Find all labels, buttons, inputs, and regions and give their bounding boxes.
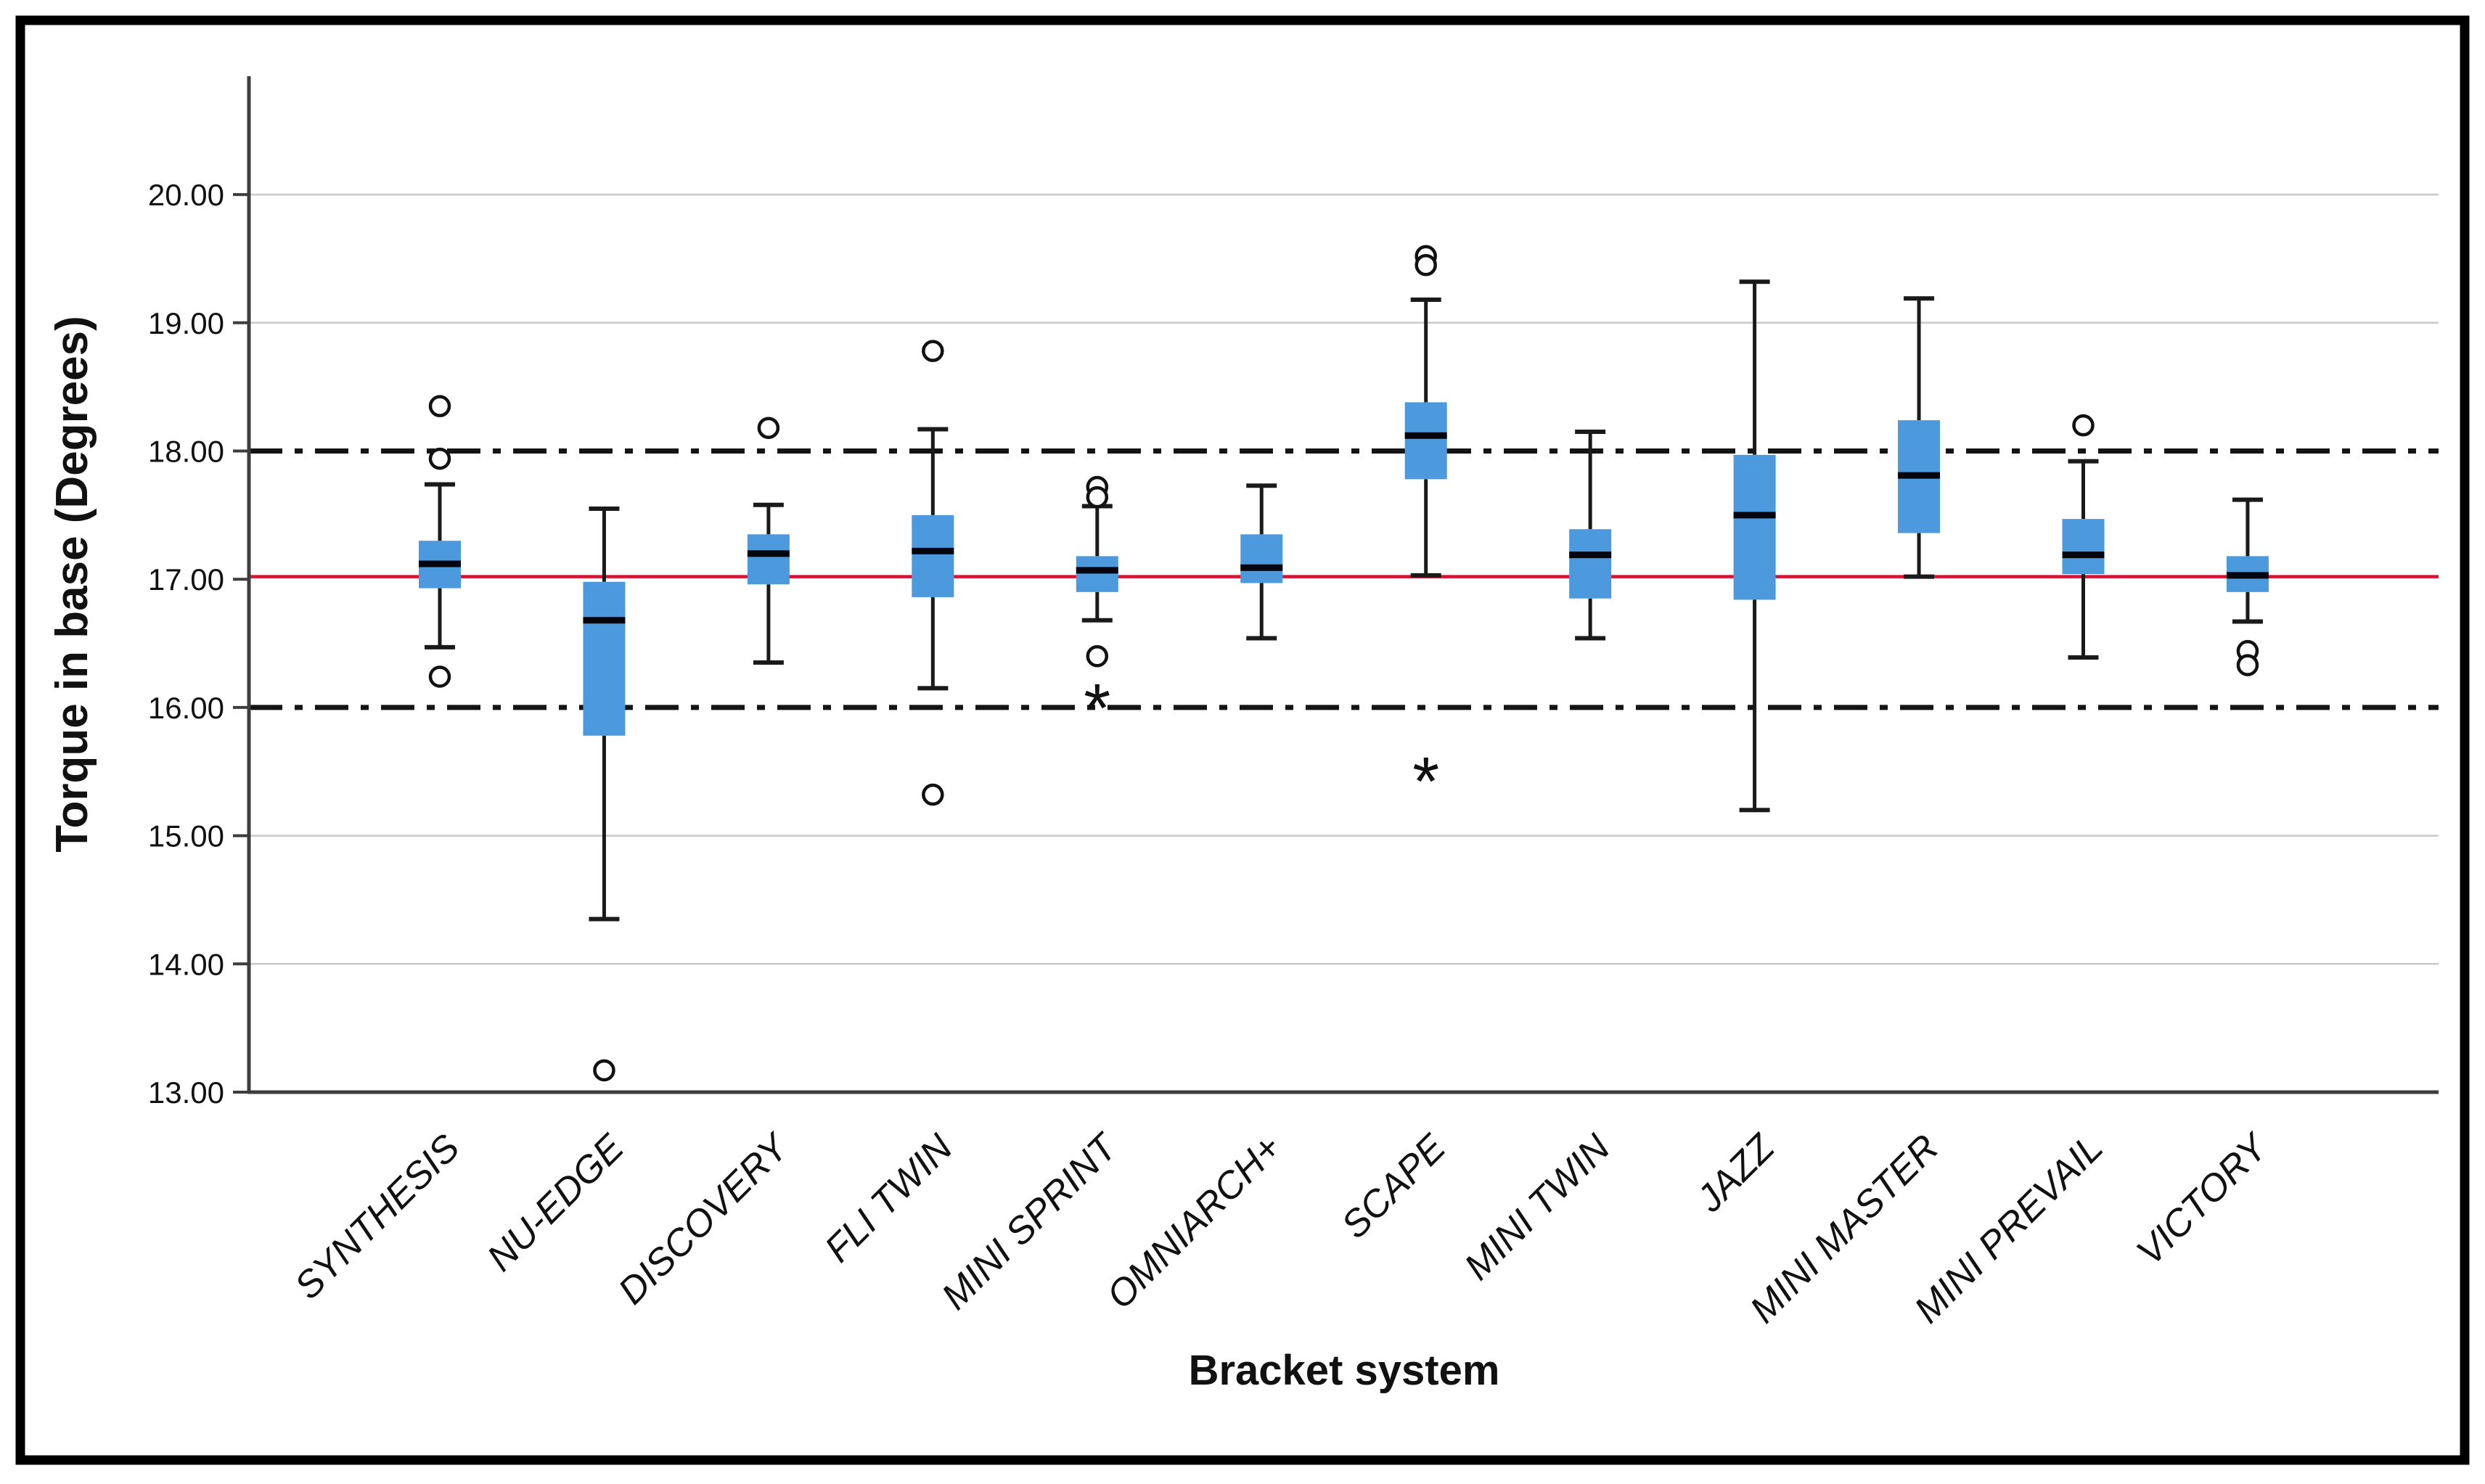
outlier-circle (428, 447, 451, 470)
x-tick-label-synthesis: SYNTHESIS (287, 1126, 468, 1308)
x-tick-label-victory: VICTORY (2129, 1125, 2277, 1274)
outlier-circle (757, 417, 780, 439)
outlier-circle (2072, 414, 2095, 437)
x-tick-label-jazz: JAZZ (1689, 1126, 1784, 1221)
x-tick-label-discovery: DISCOVERY (610, 1125, 798, 1313)
outlier-circle (1415, 254, 1437, 276)
y-tick-label-13: 13.00 (148, 1075, 224, 1110)
iqr-box (1076, 556, 1118, 592)
iqr-box (2062, 519, 2105, 575)
x-tick-label-omniarch: OMNIARCH+ (1099, 1126, 1290, 1317)
outlier-circle (922, 340, 944, 362)
boxplot-scape: * (1404, 245, 1447, 820)
outlier-circle (1086, 485, 1109, 509)
x-tick-label-mini-sprint: MINI SPRINT (934, 1125, 1127, 1318)
iqr-box (583, 581, 626, 736)
y-tick-label-20: 20.00 (148, 178, 224, 212)
x-tick-label-nu-edge: NU-EDGE (479, 1126, 632, 1279)
outlier-circle (428, 395, 451, 417)
x-axis-title: Bracket system (1189, 1347, 1500, 1394)
outlier-circle (1086, 644, 1109, 668)
boxplot-mini-twin (1569, 429, 1612, 641)
y-tick-label-16: 16.00 (148, 691, 224, 725)
iqr-box (912, 515, 954, 597)
x-tick-label-fli-twin: FLI TWIN (817, 1126, 962, 1271)
iqr-box (1240, 534, 1283, 583)
x-tick-label-scape: SCAPE (1334, 1126, 1455, 1247)
x-tick-label-mini-twin: MINI TWIN (1457, 1126, 1618, 1288)
boxplot-victory (2226, 497, 2269, 676)
outlier-circle (922, 783, 944, 806)
gridlines-layer (249, 193, 2439, 965)
figure-border (15, 15, 2470, 1465)
boxplot-mini-master (1898, 296, 1941, 579)
iqr-box (1733, 454, 1776, 600)
boxplot-mini-sprint: * (1076, 475, 1118, 747)
boxplot-synthesis (419, 395, 461, 688)
outlier-circle (428, 665, 451, 688)
outlier-circle (2236, 654, 2259, 676)
reference-lines-layer (249, 448, 2439, 710)
boxplot-fli-twin (912, 340, 954, 806)
y-tick-label-15: 15.00 (148, 819, 224, 853)
y-tick-label-14: 14.00 (148, 947, 224, 981)
boxplot-discovery (747, 417, 790, 665)
y-tick-label-18: 18.00 (148, 435, 224, 469)
y-axis-title: Torque in base (Degrees) (47, 316, 97, 853)
extreme-outlier-asterisk: * (1084, 670, 1110, 747)
axes-layer: 13.00 14.00 15.00 16.00 17.00 18.00 19.00 20.00 (148, 76, 2439, 1110)
outlier-circle (593, 1059, 615, 1082)
boxplot-mini-prevail (2062, 414, 2105, 660)
iqr-box (1404, 402, 1447, 480)
boxplot-jazz (1733, 279, 1776, 813)
boxplot-omniarch (1240, 483, 1283, 641)
boxplot-nu-edge (583, 507, 626, 1082)
iqr-box (747, 534, 790, 585)
y-tick-label-19: 19.00 (148, 306, 224, 340)
extreme-outlier-asterisk: * (1412, 743, 1439, 820)
iqr-box (1569, 529, 1612, 599)
boxplots-layer: ** (419, 245, 2269, 1082)
y-tick-label-17: 17.00 (148, 562, 224, 597)
